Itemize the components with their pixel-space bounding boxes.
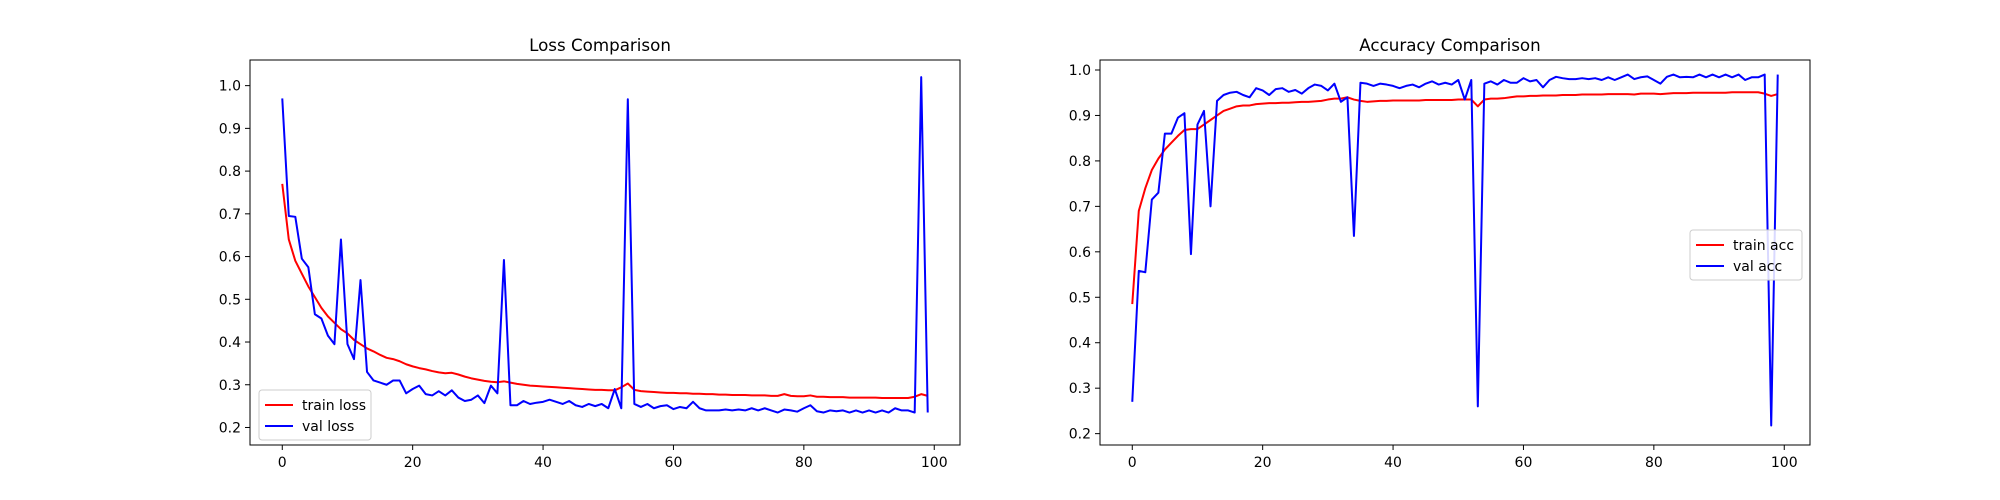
loss-series-val-line [281,76,929,414]
accuracy-legend-box [1689,229,1803,281]
loss-x-tick-label: 80 [795,455,813,471]
accuracy-y-tick-label: 0.8 [1069,154,1091,170]
accuracy-y-tick-label: 0.9 [1069,108,1091,124]
loss-y-tick-label: 0.4 [219,335,241,351]
loss-plot: Loss Comparison 0 20 40 60 80 100 0.20.30.40.… [219,35,961,471]
loss-plot-y-ticks: 0.2 0.3 0.4 0.5 0.6 0.7 0.8 0.9 1.0 [219,79,250,436]
loss-legend-label-val: val loss [302,419,354,435]
loss-plot-title: Loss Comparison [529,35,671,55]
accuracy-y-tick-label: 0.2 [1069,427,1091,443]
accuracy-series-val-line [1131,73,1779,427]
accuracy-y-tick-label: 0.3 [1069,381,1091,397]
accuracy-plot-legend: train acc val acc [1689,229,1803,281]
accuracy-y-tick-label: 0.4 [1069,336,1091,352]
accuracy-plot: Accuracy Comparison 0 20 40 60 80 100 0.20.30… [1069,35,1811,471]
accuracy-plot-frame [1099,59,1811,446]
loss-legend-label-train: train loss [302,398,366,414]
loss-y-tick-label: 0.9 [219,121,241,137]
accuracy-x-tick-label: 80 [1645,455,1663,471]
loss-plot-legend: train loss val loss [258,389,372,441]
loss-x-tick-label: 100 [921,455,948,471]
loss-x-tick-label: 0 [278,455,287,471]
accuracy-y-tick-label: 0.6 [1069,245,1091,261]
loss-y-tick-label: 1.0 [219,79,241,95]
accuracy-legend-label-train: train acc [1733,238,1794,254]
loss-y-tick-label: 0.2 [219,420,241,436]
accuracy-x-tick-label: 0 [1128,455,1137,471]
loss-x-tick-label: 20 [404,455,422,471]
accuracy-plot-series-group [1131,73,1779,427]
loss-y-tick-label: 0.6 [219,250,241,266]
accuracy-y-tick-label: 0.5 [1069,290,1091,306]
loss-plot-series-group [281,76,929,414]
loss-y-tick-label: 0.7 [219,207,241,223]
loss-x-tick-label: 60 [665,455,683,471]
loss-plot-frame [249,59,961,446]
loss-legend-box [258,389,372,441]
loss-y-tick-label: 0.5 [219,292,241,308]
loss-x-tick-label: 40 [534,455,552,471]
accuracy-y-tick-label: 0.7 [1069,199,1091,215]
accuracy-plot-x-ticks: 0 20 40 60 80 100 [1128,445,1798,471]
accuracy-x-tick-label: 100 [1771,455,1798,471]
accuracy-legend-label-val: val acc [1733,259,1782,275]
accuracy-x-tick-label: 60 [1515,455,1533,471]
accuracy-series-train-line [1131,91,1778,305]
accuracy-x-tick-label: 20 [1254,455,1272,471]
loss-y-tick-label: 0.8 [219,164,241,180]
loss-series-train-line [281,183,928,399]
accuracy-x-tick-label: 40 [1384,455,1402,471]
accuracy-plot-title: Accuracy Comparison [1359,35,1540,55]
loss-plot-x-ticks: 0 20 40 60 80 100 [278,445,948,471]
accuracy-y-tick-label: 1.0 [1069,63,1091,79]
accuracy-plot-y-ticks: 0.2 0.3 0.4 0.5 0.6 0.7 0.8 0.9 1.0 [1069,63,1100,443]
loss-y-tick-label: 0.3 [219,378,241,394]
